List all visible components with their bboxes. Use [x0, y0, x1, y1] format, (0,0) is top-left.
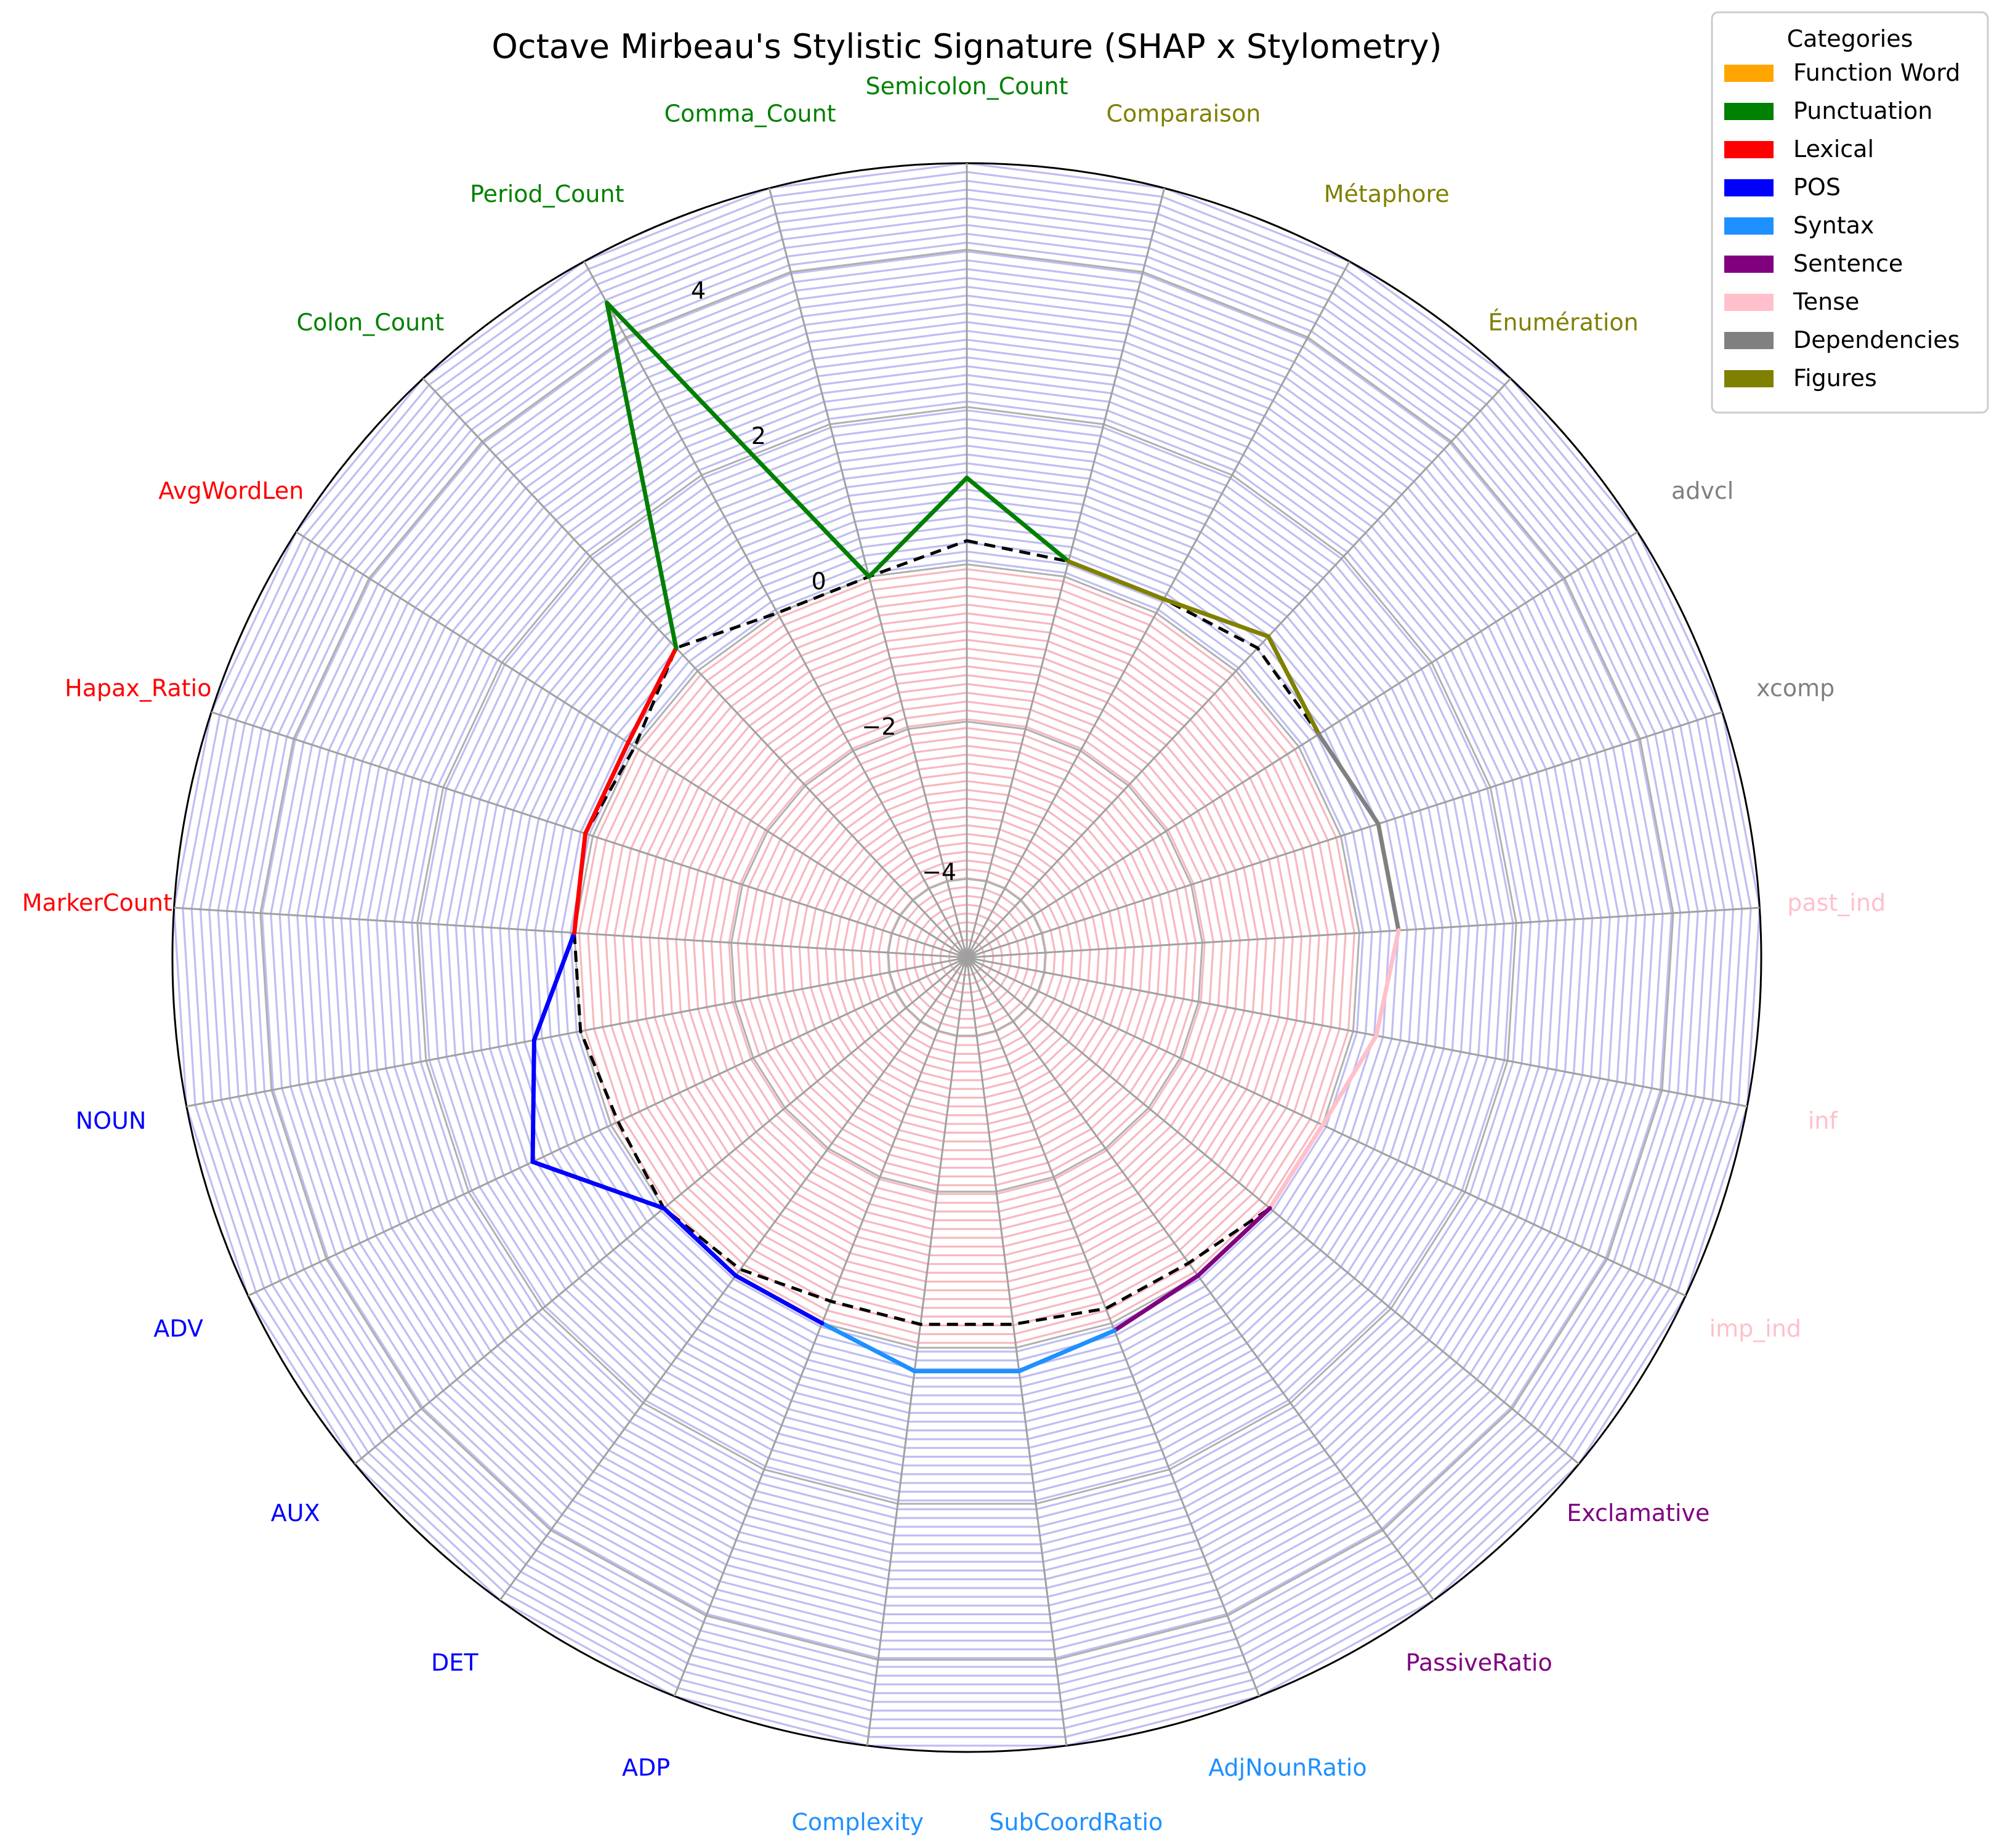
axis-label: PassiveRatio: [1406, 1649, 1552, 1676]
axis-label: AUX: [271, 1499, 320, 1527]
series-segment: [1378, 824, 1399, 930]
legend-label: Punctuation: [1793, 97, 1932, 124]
axis-label: Comparaison: [1106, 100, 1261, 127]
axis-label: Exclamative: [1567, 1499, 1709, 1527]
axis-label: Métaphore: [1324, 180, 1450, 208]
legend-swatch: [1724, 65, 1774, 82]
legend-swatch: [1724, 370, 1774, 387]
axis-label: Colon_Count: [297, 309, 445, 336]
legend-label: Tense: [1793, 288, 1859, 315]
legend-label: POS: [1793, 174, 1841, 201]
legend-swatch: [1724, 294, 1774, 311]
legend-swatch: [1724, 256, 1774, 273]
axis-label: AdjNounRatio: [1208, 1754, 1366, 1781]
series-segment: [664, 1208, 736, 1276]
axis-label: xcomp: [1756, 675, 1834, 702]
axis-label: Énumération: [1488, 309, 1638, 336]
spoke: [174, 908, 967, 958]
legend-label: Sentence: [1793, 250, 1903, 277]
axis-label: DET: [431, 1649, 478, 1676]
axis-label: advcl: [1671, 477, 1734, 504]
series-segment: [1198, 1208, 1270, 1276]
axis-label: Semicolon_Count: [866, 73, 1068, 100]
legend-swatch: [1724, 217, 1774, 235]
axis-label: Comma_Count: [664, 100, 836, 127]
axis-label: AvgWordLen: [158, 477, 304, 504]
axis-label: ADP: [622, 1754, 670, 1781]
axis-label: MarkerCount: [22, 889, 172, 916]
legend-label: Syntax: [1793, 212, 1874, 239]
legend-label: Lexical: [1793, 135, 1874, 163]
series-segment: [533, 1040, 534, 1162]
r-tick-label: −4: [922, 858, 956, 886]
chart-title: Octave Mirbeau's Stylistic Signature (SH…: [491, 27, 1442, 66]
legend-label: Dependencies: [1793, 326, 1960, 353]
legend-title: Categories: [1787, 25, 1913, 52]
radial-tick-labels: −4 −2 0 2 4: [691, 277, 956, 886]
axis-label: Hapax_Ratio: [65, 675, 211, 702]
axis-label: inf: [1808, 1107, 1839, 1134]
r-tick-label: 4: [691, 277, 706, 304]
axis-label: Period_Count: [470, 180, 624, 208]
legend-swatch: [1724, 103, 1774, 120]
r-tick-label: 0: [812, 568, 826, 595]
r-tick-label: 2: [751, 422, 766, 450]
axis-label: ADV: [153, 1315, 203, 1342]
axis-label: imp_ind: [1709, 1315, 1801, 1342]
axis-label: Complexity: [791, 1809, 924, 1836]
legend-label: Function Word: [1793, 59, 1960, 86]
axis-label: NOUN: [76, 1107, 147, 1134]
legend-label: Figures: [1793, 365, 1877, 392]
spoke: [967, 908, 1759, 958]
legend-swatch: [1724, 332, 1774, 349]
series-segment: [607, 303, 870, 577]
legend-swatch: [1724, 141, 1774, 158]
legend-swatch: [1724, 179, 1774, 196]
axis-label: past_ind: [1787, 889, 1886, 916]
r-tick-label: −2: [862, 713, 896, 740]
legend: Categories Function Word Punctuation Lexic…: [1712, 12, 1988, 413]
axis-label: SubCoordRatio: [989, 1809, 1163, 1836]
